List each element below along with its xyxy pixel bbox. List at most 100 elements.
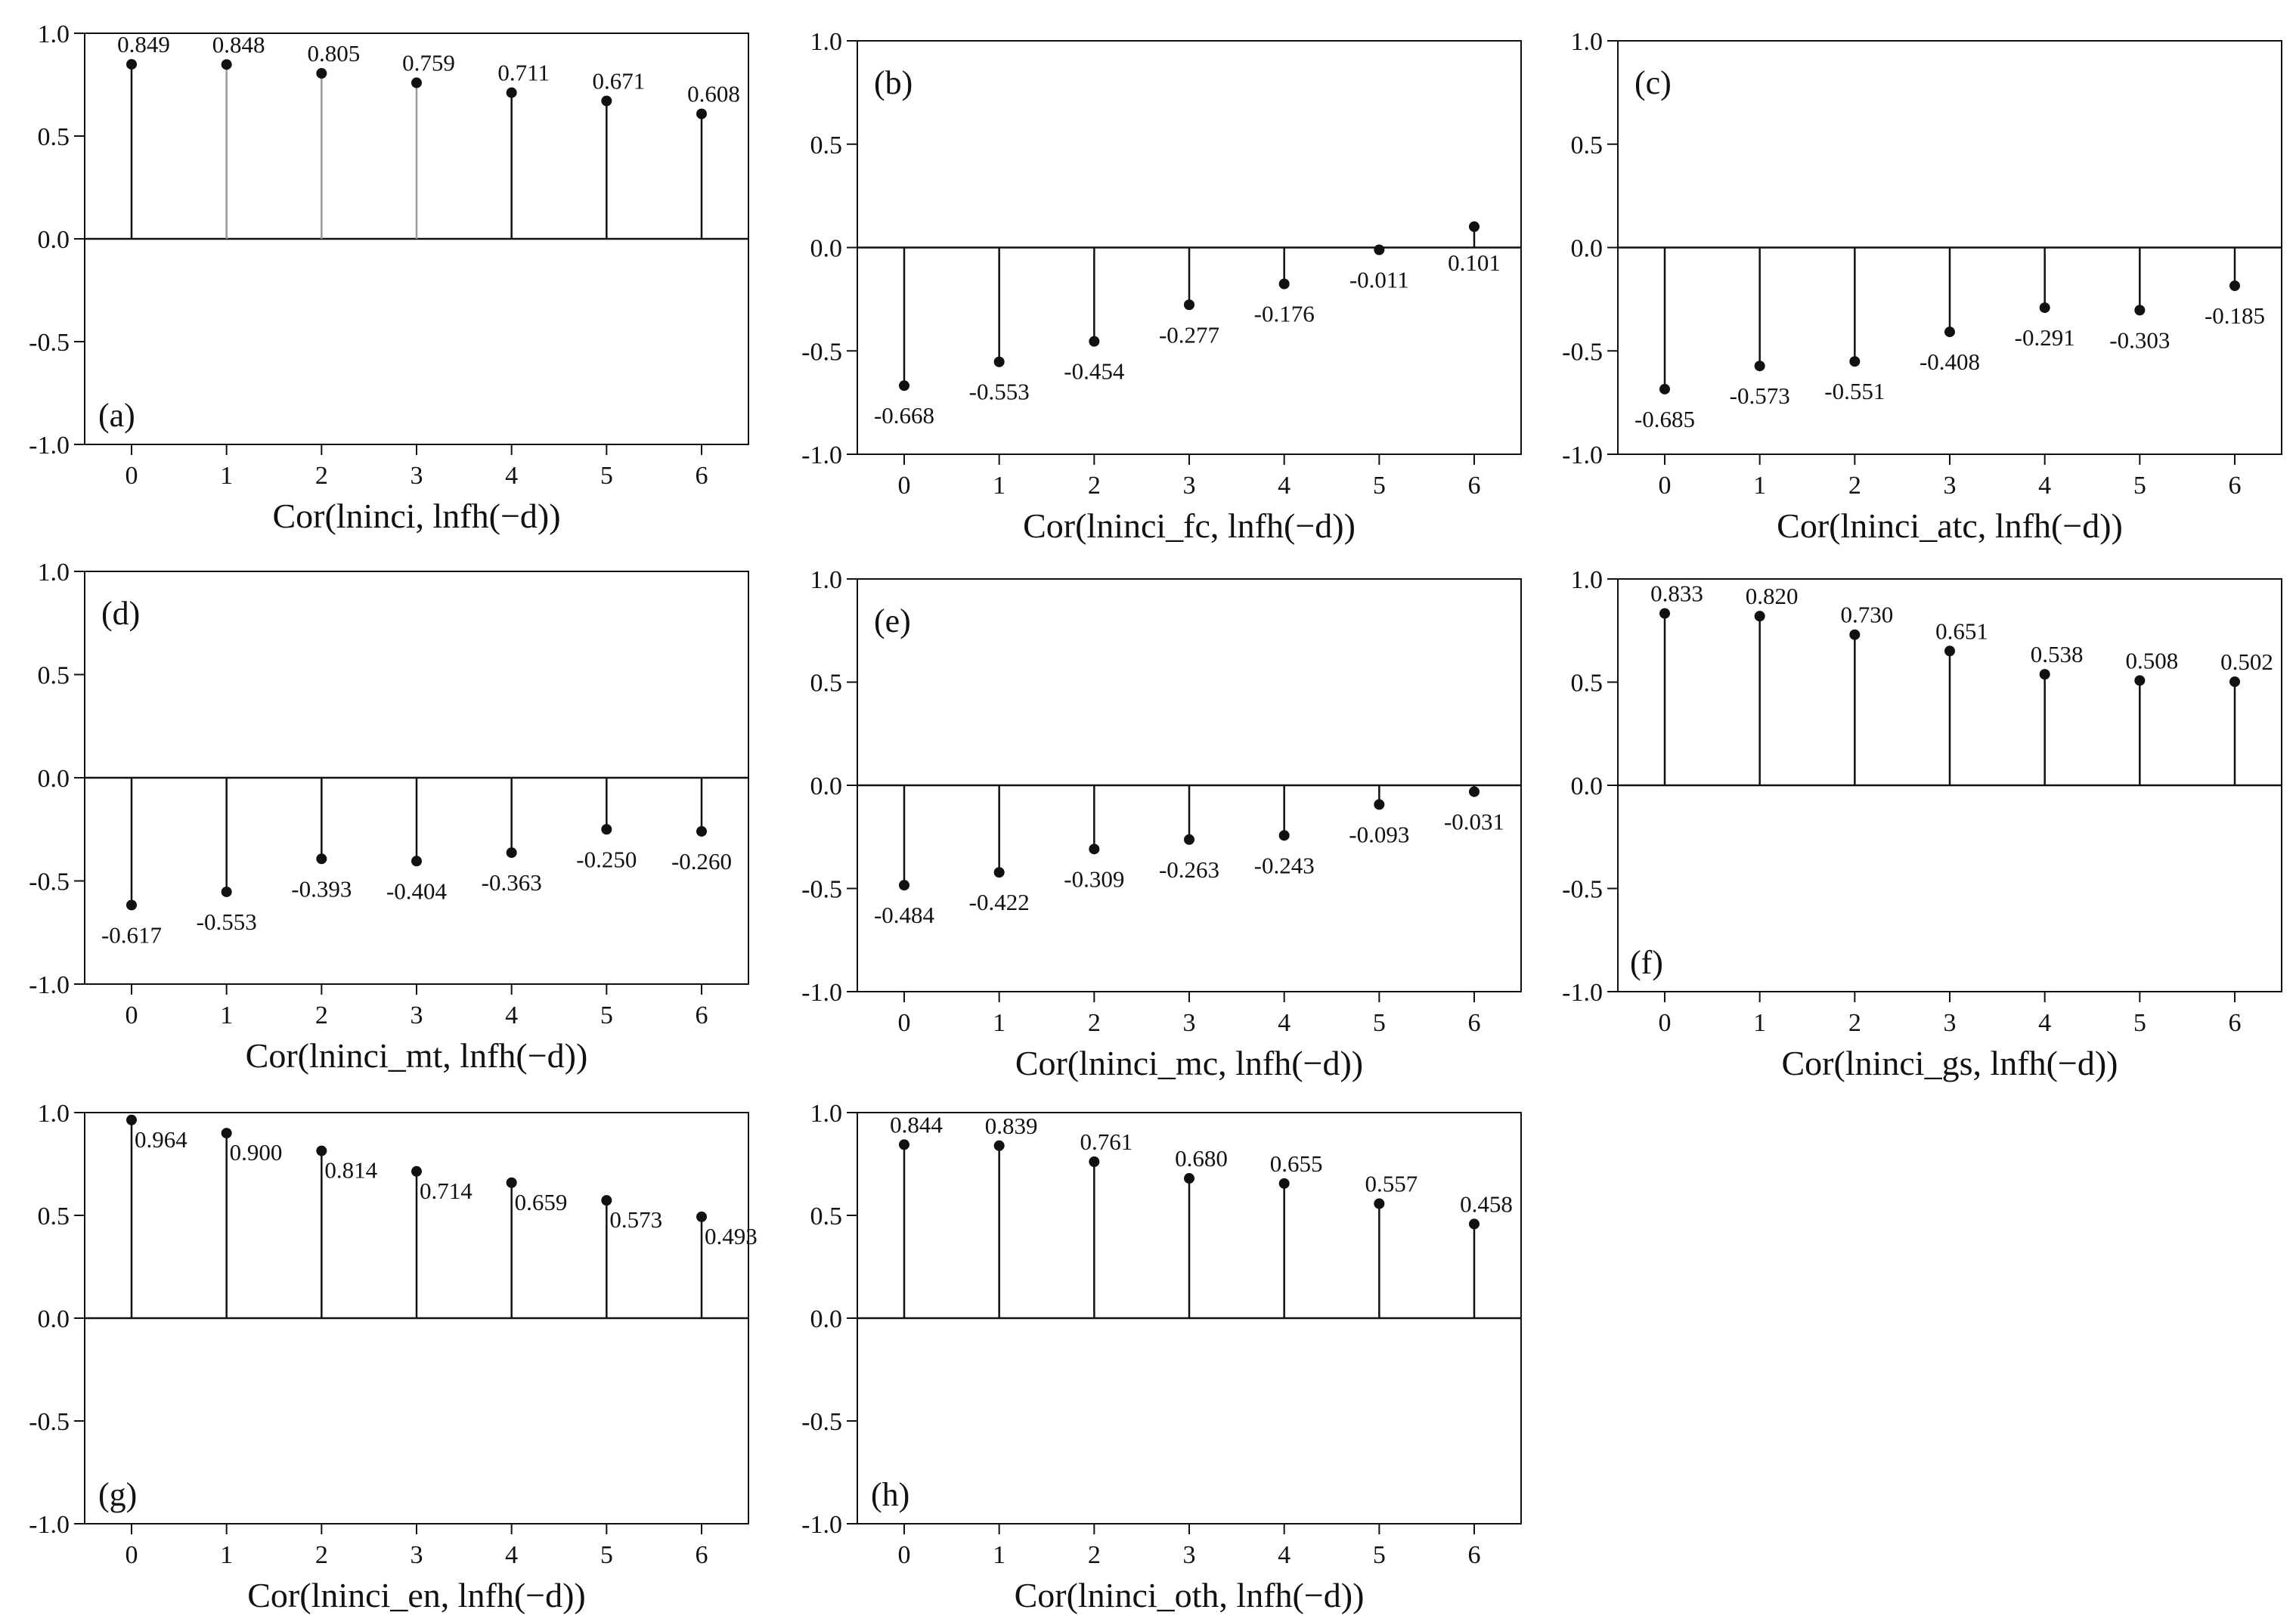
panel-e-stem-marker xyxy=(1089,844,1100,855)
panel-g-x-tick-label: 2 xyxy=(315,1541,328,1569)
panel-h-x-tick-label: 2 xyxy=(1088,1541,1101,1569)
panel-e-y-tick-label: 0.0 xyxy=(810,772,843,800)
panel-c-y-tick-label: -1.0 xyxy=(1562,441,1603,469)
panel-d-x-tick-label: 6 xyxy=(696,1001,708,1029)
panel-d-x-tick-label: 1 xyxy=(220,1001,233,1029)
panel-a-stem-marker xyxy=(696,108,707,119)
panel-d-value-label: -0.404 xyxy=(386,878,448,904)
panel-b-stem-marker xyxy=(993,356,1005,367)
panel-g-stem-marker xyxy=(126,1114,137,1125)
panel-b-x-tick-label: 4 xyxy=(1278,472,1291,500)
panel-f-x-tick-label: 0 xyxy=(1659,1009,1672,1037)
panel-f-value-label: 0.508 xyxy=(2125,647,2178,673)
panel-c-stem-marker xyxy=(1944,327,1955,338)
panel-f-x-tick-label: 4 xyxy=(2038,1009,2051,1037)
panel-g-x-tick-label: 6 xyxy=(696,1541,708,1569)
panel-f-x-tick-label: 6 xyxy=(2229,1009,2242,1037)
panel-h-value-label: 0.458 xyxy=(1460,1190,1513,1217)
panel-f-stem-marker xyxy=(2039,669,2050,680)
panel-c-stem-marker xyxy=(2134,305,2146,316)
panel-c-y-tick-label: 0.5 xyxy=(1571,132,1603,159)
panel-a-x-axis-label: Cor(lninci, lnfh(−d)) xyxy=(272,497,560,535)
panel-c-x-tick-label: 3 xyxy=(1944,472,1957,500)
panel-g-value-label: 0.964 xyxy=(135,1126,187,1153)
panel-f-stem-marker xyxy=(2134,675,2146,686)
panel-g-value-label: 0.659 xyxy=(515,1189,568,1215)
panel-h-y-tick-label: 1.0 xyxy=(810,1100,843,1128)
panel-h-x-tick-label: 6 xyxy=(1468,1541,1481,1569)
panel-d-stem-marker xyxy=(506,847,517,859)
panel-b-stem-marker xyxy=(1278,278,1290,289)
panel-b-value-label: -0.277 xyxy=(1159,321,1219,348)
panel-d-x-axis-label: Cor(lninci_mt, lnfh(−d)) xyxy=(246,1036,588,1075)
panel-g-stem-marker xyxy=(506,1177,517,1188)
panel-a-y-tick-label: -0.5 xyxy=(29,329,70,357)
panel-h-y-tick-label: 0.5 xyxy=(810,1203,843,1230)
panel-a-value-label: 0.759 xyxy=(402,50,455,76)
panel-h-panel-letter: (h) xyxy=(871,1476,909,1513)
panel-c-stem-marker xyxy=(1659,383,1670,395)
panel-g-value-label: 0.900 xyxy=(230,1139,283,1165)
panel-a-y-tick-label: -1.0 xyxy=(29,432,70,460)
panel-d-stem-marker xyxy=(696,825,707,837)
panel-d-stem-marker xyxy=(601,824,612,835)
panel-e-x-tick-label: 3 xyxy=(1183,1009,1196,1037)
panel-b-x-tick-label: 5 xyxy=(1373,472,1386,500)
panel-d-stem-marker xyxy=(221,886,232,897)
panel-g-stem-marker xyxy=(221,1128,232,1139)
panel-c-value-label: -0.685 xyxy=(1634,406,1695,432)
panel-f-x-tick-label: 1 xyxy=(1753,1009,1766,1037)
panel-b-value-label: -0.011 xyxy=(1349,267,1409,293)
panel-c-y-tick-label: -0.5 xyxy=(1562,338,1603,366)
panel-d-x-tick-label: 5 xyxy=(600,1001,613,1029)
panel-e-y-tick-label: -1.0 xyxy=(801,979,842,1007)
panel-f-x-axis-label: Cor(lninci_gs, lnfh(−d)) xyxy=(1782,1044,2118,1082)
panel-f-y-tick-label: -0.5 xyxy=(1562,876,1603,904)
panel-h-x-tick-label: 3 xyxy=(1183,1541,1196,1569)
panel-a-y-tick-label: 1.0 xyxy=(38,20,70,48)
panel-d-value-label: -0.553 xyxy=(197,909,257,935)
panel-g-x-tick-label: 4 xyxy=(505,1541,518,1569)
panel-h-value-label: 0.844 xyxy=(890,1111,943,1138)
panel-f-y-tick-label: 1.0 xyxy=(1571,566,1603,594)
panel-e-panel-letter: (e) xyxy=(874,602,911,639)
panel-h-x-tick-label: 1 xyxy=(993,1541,1005,1569)
panel-h-value-label: 0.839 xyxy=(985,1113,1038,1139)
panel-b-x-tick-label: 0 xyxy=(898,472,911,500)
panel-c-panel-letter: (c) xyxy=(1634,64,1672,101)
panel-a: 1.0 0.5 0.0 -0.5 -1.0 0 1 2 3 4 5 6 Cor(lninci, lnfh… xyxy=(29,20,749,535)
panel-c-value-label: -0.573 xyxy=(1730,382,1790,409)
panel-d-y-tick-label: -0.5 xyxy=(29,868,70,896)
panel-h-stem-marker xyxy=(1469,1218,1480,1230)
panel-a-stem-marker xyxy=(601,95,612,107)
panel-a-x-tick-label: 0 xyxy=(125,462,138,490)
panel-a-value-label: 0.805 xyxy=(307,40,360,67)
panel-c: 1.0 0.5 0.0 -0.5 -1.0 0 1 2 3 4 5 6 Cor(lninci_atc, … xyxy=(1562,28,2282,545)
panel-d-y-tick-label: 1.0 xyxy=(38,559,70,587)
panel-c-x-tick-label: 6 xyxy=(2229,472,2242,500)
panel-b-value-label: -0.454 xyxy=(1064,358,1125,385)
panel-e-x-tick-label: 2 xyxy=(1088,1009,1101,1037)
panel-e-x-tick-label: 6 xyxy=(1468,1009,1481,1037)
panel-d-y-tick-label: 0.0 xyxy=(38,765,70,793)
panel-f-value-label: 0.538 xyxy=(2031,641,2084,667)
panel-h-x-tick-label: 4 xyxy=(1278,1541,1291,1569)
panel-d-value-label: -0.260 xyxy=(671,848,732,874)
panel-e-value-label: -0.243 xyxy=(1254,852,1315,878)
panel-a-stem-marker xyxy=(506,87,517,98)
panel-b-x-tick-label: 3 xyxy=(1183,472,1196,500)
panel-f-value-label: 0.502 xyxy=(2220,648,2273,675)
panel-c-x-axis-label: Cor(lninci_atc, lnfh(−d)) xyxy=(1777,506,2123,545)
panel-f-value-label: 0.820 xyxy=(1746,583,1799,609)
panel-g-stem-marker xyxy=(316,1145,327,1156)
panel-e-value-label: -0.263 xyxy=(1159,856,1219,883)
panel-f-x-tick-label: 5 xyxy=(2133,1009,2146,1037)
panel-a-value-label: 0.608 xyxy=(687,81,740,107)
panel-b-x-tick-label: 1 xyxy=(993,472,1005,500)
panel-c-value-label: -0.551 xyxy=(1824,378,1885,404)
panel-g-value-label: 0.714 xyxy=(420,1178,473,1204)
panel-c-value-label: -0.185 xyxy=(2205,302,2265,329)
panel-b-stem-marker xyxy=(1469,221,1480,232)
panel-e-value-label: -0.309 xyxy=(1064,865,1124,892)
